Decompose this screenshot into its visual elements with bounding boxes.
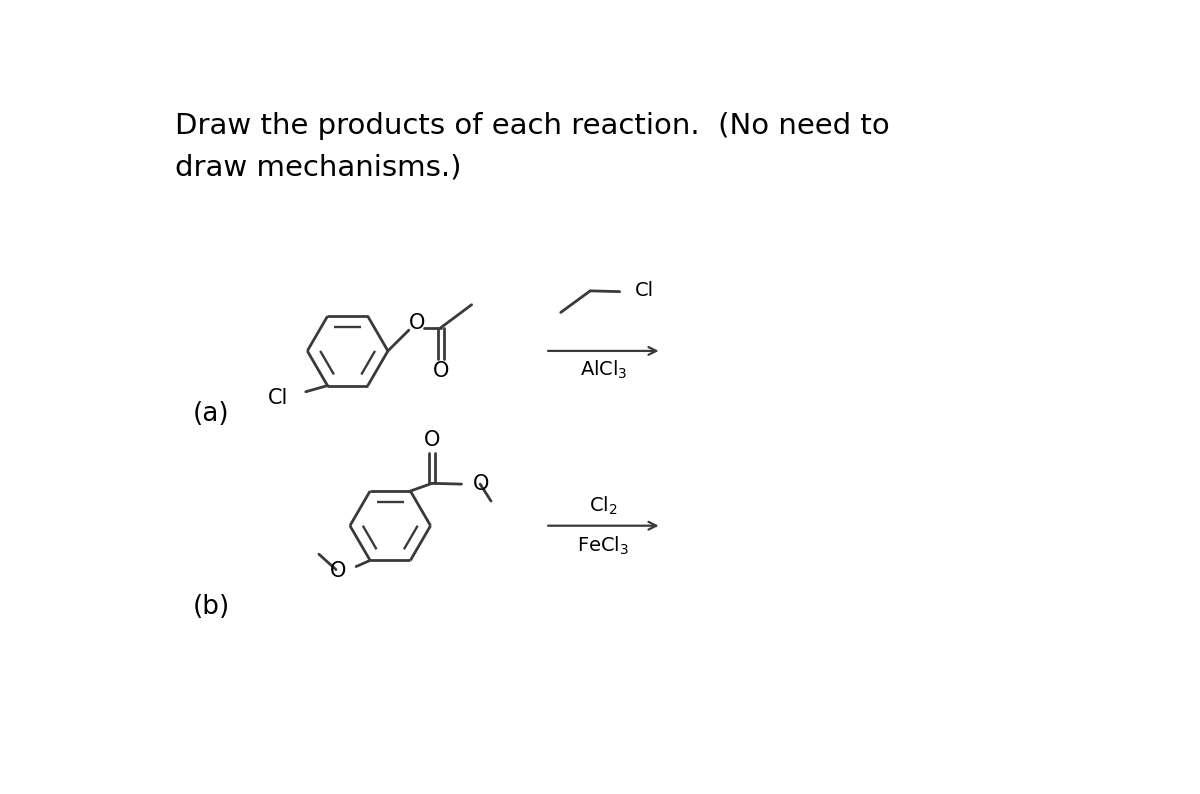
Text: O: O [424, 430, 440, 450]
Text: FeCl$_3$: FeCl$_3$ [577, 534, 629, 557]
Text: (a): (a) [193, 401, 229, 427]
Text: AlCl$_3$: AlCl$_3$ [580, 359, 628, 381]
Text: Cl: Cl [269, 388, 289, 408]
Text: (b): (b) [193, 594, 230, 619]
Text: O: O [432, 361, 449, 381]
Text: draw mechanisms.): draw mechanisms.) [175, 154, 461, 182]
Text: O: O [330, 561, 346, 581]
Text: O: O [408, 313, 425, 333]
Text: Cl: Cl [635, 280, 654, 299]
Text: Draw the products of each reaction.  (No need to: Draw the products of each reaction. (No … [175, 112, 889, 141]
Text: Cl$_2$: Cl$_2$ [589, 495, 618, 517]
Text: O: O [473, 474, 488, 494]
